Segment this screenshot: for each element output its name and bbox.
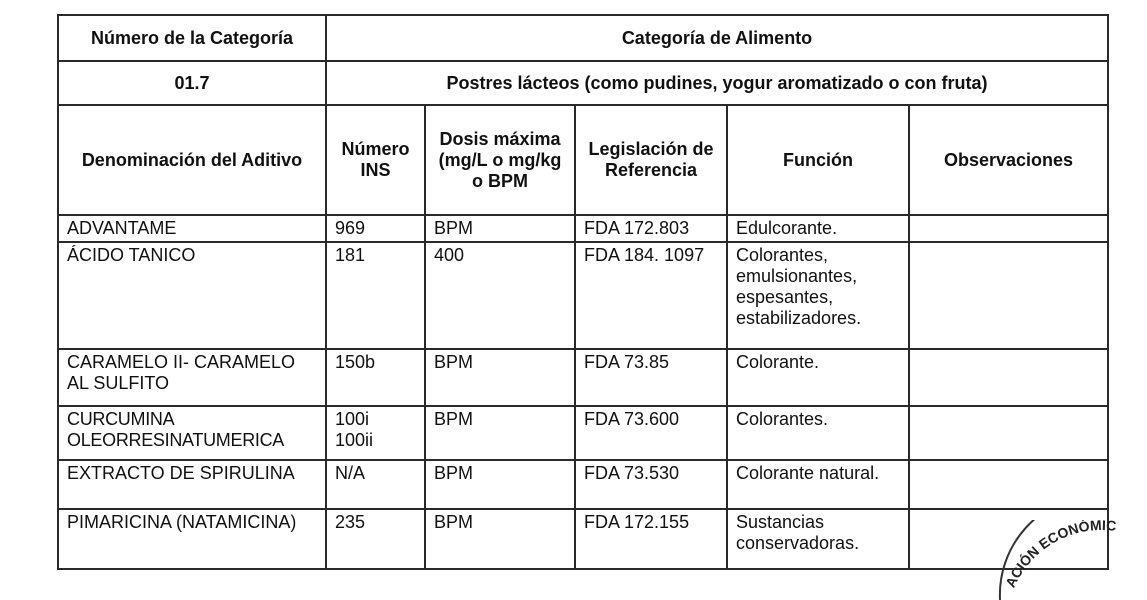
category-name: Postres lácteos (como pudines, yogur aro… bbox=[324, 60, 1110, 106]
category-number: 01.7 bbox=[57, 60, 327, 106]
notes bbox=[907, 241, 1110, 350]
ins-number: 100i 100ii bbox=[325, 405, 426, 461]
ins-number: 181 bbox=[325, 241, 426, 350]
col-header-notes: Observaciones bbox=[907, 104, 1110, 216]
ins-number: 150b bbox=[325, 348, 426, 407]
col-header-name: Denominación del Aditivo bbox=[57, 104, 327, 216]
function: Colorantes. bbox=[726, 405, 910, 461]
ins-number: 969 bbox=[325, 214, 426, 243]
svg-text:ACIÓN ECONÓMIC: ACIÓN ECONÓMIC bbox=[1002, 520, 1117, 590]
col-header-dose: Dosis máxima (mg/L o mg/kg o BPM bbox=[424, 104, 576, 216]
additive-name: CURCUMINA OLEORRESINATUMERICA bbox=[57, 405, 327, 461]
col-header-law: Legislación de Referencia bbox=[574, 104, 728, 216]
additive-name: PIMARICINA (NATAMICINA) bbox=[57, 508, 327, 570]
additive-name: CARAMELO II- CARAMELO AL SULFITO bbox=[57, 348, 327, 407]
max-dose: 400 bbox=[424, 241, 576, 350]
max-dose: BPM bbox=[424, 459, 576, 510]
ins-number: 235 bbox=[325, 508, 426, 570]
additive-name: ÁCIDO TANICO bbox=[57, 241, 327, 350]
function: Colorantes, emulsionantes, espesantes, e… bbox=[726, 241, 910, 350]
function: Colorante natural. bbox=[726, 459, 910, 510]
col-header-function: Función bbox=[726, 104, 910, 216]
table-row: PIMARICINA (NATAMICINA) 235 BPM FDA 172.… bbox=[57, 508, 1110, 570]
notes bbox=[907, 348, 1110, 407]
col-header-ins: Número INS bbox=[325, 104, 426, 216]
notes bbox=[907, 405, 1110, 461]
reference-law: FDA 73.600 bbox=[574, 405, 728, 461]
additive-name: EXTRACTO DE SPIRULINA bbox=[57, 459, 327, 510]
max-dose: BPM bbox=[424, 405, 576, 461]
table-row: CARAMELO II- CARAMELO AL SULFITO 150b BP… bbox=[57, 348, 1110, 407]
reference-law: FDA 172.803 bbox=[574, 214, 728, 243]
official-stamp: ACIÓN ECONÓMIC bbox=[998, 520, 1117, 600]
max-dose: BPM bbox=[424, 508, 576, 570]
reference-law: FDA 172.155 bbox=[574, 508, 728, 570]
table-row: ÁCIDO TANICO 181 400 FDA 184. 1097 Color… bbox=[57, 241, 1110, 350]
table-row: ADVANTAME 969 BPM FDA 172.803 Edulcorant… bbox=[57, 214, 1110, 243]
notes bbox=[907, 214, 1110, 243]
max-dose: BPM bbox=[424, 214, 576, 243]
notes bbox=[907, 459, 1110, 510]
additive-name: ADVANTAME bbox=[57, 214, 327, 243]
table-row: EXTRACTO DE SPIRULINA N/A BPM FDA 73.530… bbox=[57, 459, 1110, 510]
function: Edulcorante. bbox=[726, 214, 910, 243]
food-category-label: Categoría de Alimento bbox=[324, 14, 1110, 62]
reference-law: FDA 73.530 bbox=[574, 459, 728, 510]
function: Sustancias conservadoras. bbox=[726, 508, 910, 570]
reference-law: FDA 184. 1097 bbox=[574, 241, 728, 350]
table-row: CURCUMINA OLEORRESINATUMERICA 100i 100ii… bbox=[57, 405, 1110, 461]
ins-number: N/A bbox=[325, 459, 426, 510]
category-number-label: Número de la Categoría bbox=[57, 14, 327, 62]
function: Colorante. bbox=[726, 348, 910, 407]
additives-table: Número de la Categoría Categoría de Alim… bbox=[57, 14, 1110, 570]
reference-law: FDA 73.85 bbox=[574, 348, 728, 407]
max-dose: BPM bbox=[424, 348, 576, 407]
